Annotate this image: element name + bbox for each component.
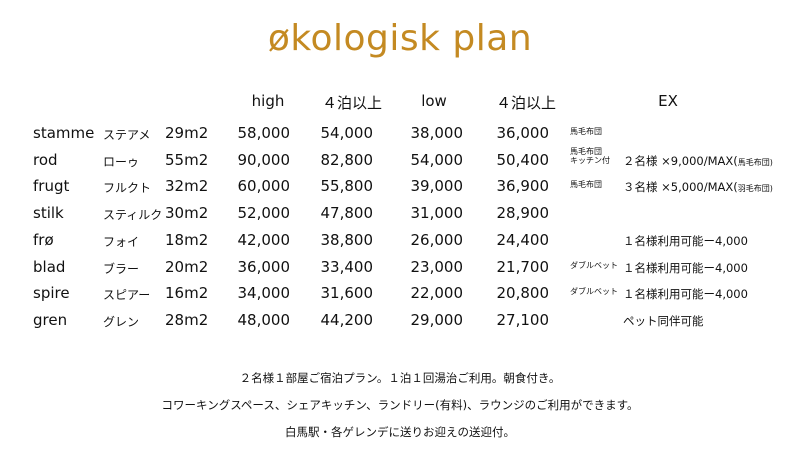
price-cell: 55,800 bbox=[320, 177, 374, 196]
room-extra: ２名様 ×9,000/MAX(馬毛布団) bbox=[623, 153, 773, 169]
price-cell: 39,000 bbox=[410, 177, 464, 196]
table-row: stamme ステアメ 29m2 58,000 54,000 38,000 36,000 馬毛… bbox=[0, 124, 800, 150]
price-cell: 38,800 bbox=[320, 230, 374, 249]
room-kana: ステアメ bbox=[103, 128, 151, 142]
header-high-4nights: ４泊以上 bbox=[321, 94, 382, 112]
table-row: gren グレン 28m2 48,000 44,200 29,000 27,100 ペット同伴… bbox=[0, 311, 800, 337]
room-extra: １名様利用可能ー4,000 bbox=[623, 233, 748, 249]
price-cell: 58,000 bbox=[237, 124, 291, 142]
header-ex: EX bbox=[658, 92, 678, 110]
room-kana: フォイ bbox=[103, 234, 140, 249]
room-size: 55m2 bbox=[165, 150, 209, 169]
extra-text: ２名様 ×9,000/MAX( bbox=[623, 153, 738, 168]
room-name: stilk bbox=[33, 204, 64, 223]
price-cell: 52,000 bbox=[237, 204, 291, 223]
room-name: frugt bbox=[33, 177, 70, 196]
room-size: 18m2 bbox=[165, 230, 209, 249]
room-name: stamme bbox=[33, 124, 95, 142]
room-kana: フルクト bbox=[103, 181, 152, 196]
room-size: 28m2 bbox=[165, 310, 209, 329]
extra-small: 羽毛布団) bbox=[737, 184, 773, 194]
footer-line-3: 白馬駅・各ゲレンデに送りお迎えの送迎付。 bbox=[285, 425, 515, 439]
price-cell: 54,000 bbox=[410, 150, 464, 169]
room-kana: スティルク bbox=[103, 208, 163, 223]
table-row: frugt フルクト 32m2 60,000 55,800 39,000 36,900 馬毛布… bbox=[0, 177, 800, 203]
room-note: ダブルベット bbox=[570, 287, 618, 297]
extra-small: 馬毛布団) bbox=[737, 157, 773, 167]
extra-text: ペット同伴可能 bbox=[623, 313, 704, 328]
price-cell: 23,000 bbox=[410, 257, 464, 276]
table-row: frø フォイ 18m2 42,000 38,800 26,000 24,400 １名様利用可… bbox=[0, 231, 800, 257]
page-title: økologisk plan bbox=[267, 18, 533, 59]
room-extra: ペット同伴可能 bbox=[623, 313, 704, 329]
header-high: high bbox=[251, 92, 285, 110]
price-cell: 42,000 bbox=[237, 230, 291, 249]
footer-line-1: ２名様１部屋ご宿泊プラン。１泊１回湯治ご利用。朝食付き。 bbox=[239, 371, 561, 385]
price-cell: 34,000 bbox=[237, 284, 291, 303]
price-cell: 36,000 bbox=[496, 124, 550, 142]
price-cell: 29,000 bbox=[410, 310, 464, 329]
price-cell: 33,400 bbox=[320, 257, 374, 276]
room-note: 馬毛布団 bbox=[570, 127, 602, 136]
price-cell: 24,400 bbox=[496, 230, 550, 249]
room-note: ダブルベット bbox=[570, 260, 618, 270]
price-cell: 47,800 bbox=[320, 204, 374, 223]
price-cell: 31,000 bbox=[410, 204, 464, 223]
price-cell: 36,900 bbox=[496, 177, 550, 196]
price-cell: 82,800 bbox=[320, 150, 374, 169]
header-low: low bbox=[421, 92, 447, 110]
room-extra: １名様利用可能ー4,000 bbox=[623, 286, 748, 302]
room-size: 20m2 bbox=[165, 257, 209, 276]
extra-text: ３名様 ×5,000/MAX( bbox=[623, 180, 738, 195]
header-low-4nights: ４泊以上 bbox=[495, 94, 556, 112]
room-kana: ローゥ bbox=[103, 154, 140, 169]
room-name: rod bbox=[33, 150, 58, 169]
room-kana: ブラー bbox=[103, 261, 140, 276]
price-cell: 28,900 bbox=[496, 204, 550, 223]
table-row: blad ブラー 20m2 36,000 33,400 23,000 21,700 ダブルベッ… bbox=[0, 258, 800, 284]
extra-text: １名様利用可能ー4,000 bbox=[623, 233, 748, 248]
room-kana: スピアー bbox=[103, 288, 151, 303]
price-cell: 21,700 bbox=[496, 257, 550, 276]
room-name: gren bbox=[33, 310, 68, 329]
price-cell: 54,000 bbox=[320, 124, 374, 142]
room-size: 29m2 bbox=[165, 124, 209, 142]
price-cell: 48,000 bbox=[237, 310, 291, 329]
price-cell: 90,000 bbox=[237, 150, 291, 169]
room-extra: ３名様 ×5,000/MAX(羽毛布団) bbox=[623, 179, 773, 195]
room-name: frø bbox=[33, 230, 54, 249]
footer-line-2: コワーキングスペース、シェアキッチン、ランドリー(有料)、ラウンジのご利用ができ… bbox=[161, 398, 639, 412]
price-cell: 50,400 bbox=[496, 150, 550, 169]
room-size: 16m2 bbox=[165, 284, 209, 303]
price-cell: 60,000 bbox=[237, 177, 291, 196]
room-extra: １名様利用可能ー4,000 bbox=[623, 260, 748, 276]
room-note: 馬毛布団 キッチン付 bbox=[570, 146, 610, 165]
room-size: 32m2 bbox=[165, 177, 209, 196]
extra-text: １名様利用可能ー4,000 bbox=[623, 287, 748, 302]
extra-text: １名様利用可能ー4,000 bbox=[623, 260, 748, 275]
table-row: stilk スティルク 30m2 52,000 47,800 31,000 28,900 bbox=[0, 204, 800, 230]
price-cell: 31,600 bbox=[320, 284, 374, 303]
price-cell: 26,000 bbox=[410, 230, 464, 249]
price-cell: 20,800 bbox=[496, 284, 550, 303]
price-cell: 44,200 bbox=[320, 310, 374, 329]
price-cell: 27,100 bbox=[496, 310, 550, 329]
room-note: 馬毛布団 bbox=[570, 180, 602, 190]
price-cell: 22,000 bbox=[410, 284, 464, 303]
room-name: spire bbox=[33, 284, 70, 303]
price-cell: 36,000 bbox=[237, 257, 291, 276]
table-row: rod ローゥ 55m2 90,000 82,800 54,000 50,400 馬毛布団 キ… bbox=[0, 147, 800, 177]
room-kana: グレン bbox=[103, 314, 140, 329]
room-size: 30m2 bbox=[165, 204, 209, 223]
table-row: spire スピアー 16m2 34,000 31,600 22,000 20,800 ダブル… bbox=[0, 284, 800, 310]
room-name: blad bbox=[33, 257, 66, 276]
price-cell: 38,000 bbox=[410, 124, 464, 142]
